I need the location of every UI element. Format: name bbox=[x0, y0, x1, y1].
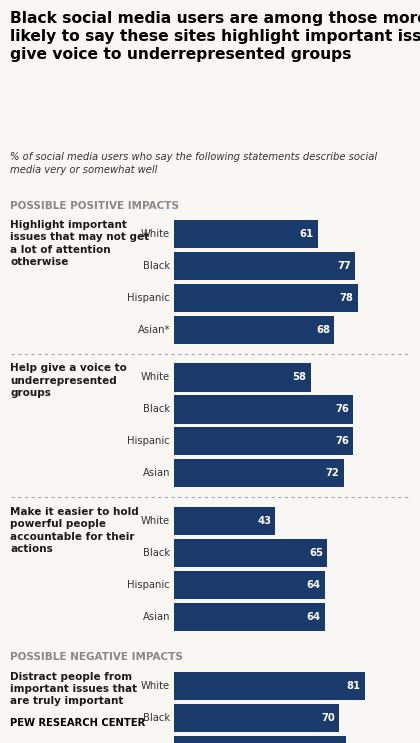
Text: 72: 72 bbox=[326, 468, 339, 478]
Bar bbox=[174, 672, 365, 700]
Text: Black: Black bbox=[143, 713, 170, 723]
Text: 58: 58 bbox=[292, 372, 307, 383]
Bar bbox=[174, 316, 334, 344]
Text: Hispanic: Hispanic bbox=[127, 293, 170, 303]
Bar bbox=[174, 603, 325, 631]
Bar bbox=[174, 571, 325, 599]
Text: Black: Black bbox=[143, 404, 170, 415]
Text: 76: 76 bbox=[335, 436, 349, 447]
Text: Hispanic: Hispanic bbox=[127, 436, 170, 447]
Text: 61: 61 bbox=[299, 229, 314, 239]
Text: POSSIBLE NEGATIVE IMPACTS: POSSIBLE NEGATIVE IMPACTS bbox=[10, 652, 184, 662]
Bar bbox=[174, 459, 344, 487]
Text: Asian: Asian bbox=[143, 468, 170, 478]
Text: Help give a voice to
underrepresented
groups: Help give a voice to underrepresented gr… bbox=[10, 363, 127, 398]
Text: 64: 64 bbox=[307, 580, 320, 590]
Text: Hispanic: Hispanic bbox=[127, 580, 170, 590]
Bar bbox=[174, 363, 311, 392]
Text: Asian: Asian bbox=[143, 611, 170, 622]
Text: 65: 65 bbox=[309, 548, 323, 558]
Bar bbox=[174, 220, 318, 248]
Text: 68: 68 bbox=[316, 325, 330, 335]
Text: 70: 70 bbox=[321, 713, 335, 723]
Text: White: White bbox=[141, 372, 170, 383]
Text: 77: 77 bbox=[337, 261, 351, 271]
Text: PEW RESEARCH CENTER: PEW RESEARCH CENTER bbox=[10, 718, 146, 728]
Bar bbox=[174, 284, 358, 312]
Text: 78: 78 bbox=[340, 293, 354, 303]
Text: White: White bbox=[141, 681, 170, 691]
Text: Black: Black bbox=[143, 261, 170, 271]
Bar bbox=[174, 427, 353, 455]
Bar bbox=[174, 539, 327, 567]
Text: 43: 43 bbox=[257, 516, 271, 526]
Text: Black social media users are among those more
likely to say these sites highligh: Black social media users are among those… bbox=[10, 11, 420, 62]
Text: % of social media users who say the following statements describe social
media v: % of social media users who say the foll… bbox=[10, 152, 378, 175]
Bar bbox=[174, 252, 355, 280]
Text: POSSIBLE POSITIVE IMPACTS: POSSIBLE POSITIVE IMPACTS bbox=[10, 201, 179, 210]
Text: White: White bbox=[141, 516, 170, 526]
Text: White: White bbox=[141, 229, 170, 239]
Text: Distract people from
important issues that
are truly important: Distract people from important issues th… bbox=[10, 672, 138, 707]
Text: Highlight important
issues that may not get
a lot of attention
otherwise: Highlight important issues that may not … bbox=[10, 220, 150, 267]
Text: Black: Black bbox=[143, 548, 170, 558]
Text: Make it easier to hold
powerful people
accountable for their
actions: Make it easier to hold powerful people a… bbox=[10, 507, 139, 554]
Text: 76: 76 bbox=[335, 404, 349, 415]
Bar bbox=[174, 736, 346, 743]
Bar bbox=[174, 395, 353, 424]
Text: 81: 81 bbox=[346, 681, 361, 691]
Bar bbox=[174, 507, 276, 535]
Bar bbox=[174, 704, 339, 732]
Text: Asian*: Asian* bbox=[138, 325, 170, 335]
Text: 64: 64 bbox=[307, 611, 320, 622]
